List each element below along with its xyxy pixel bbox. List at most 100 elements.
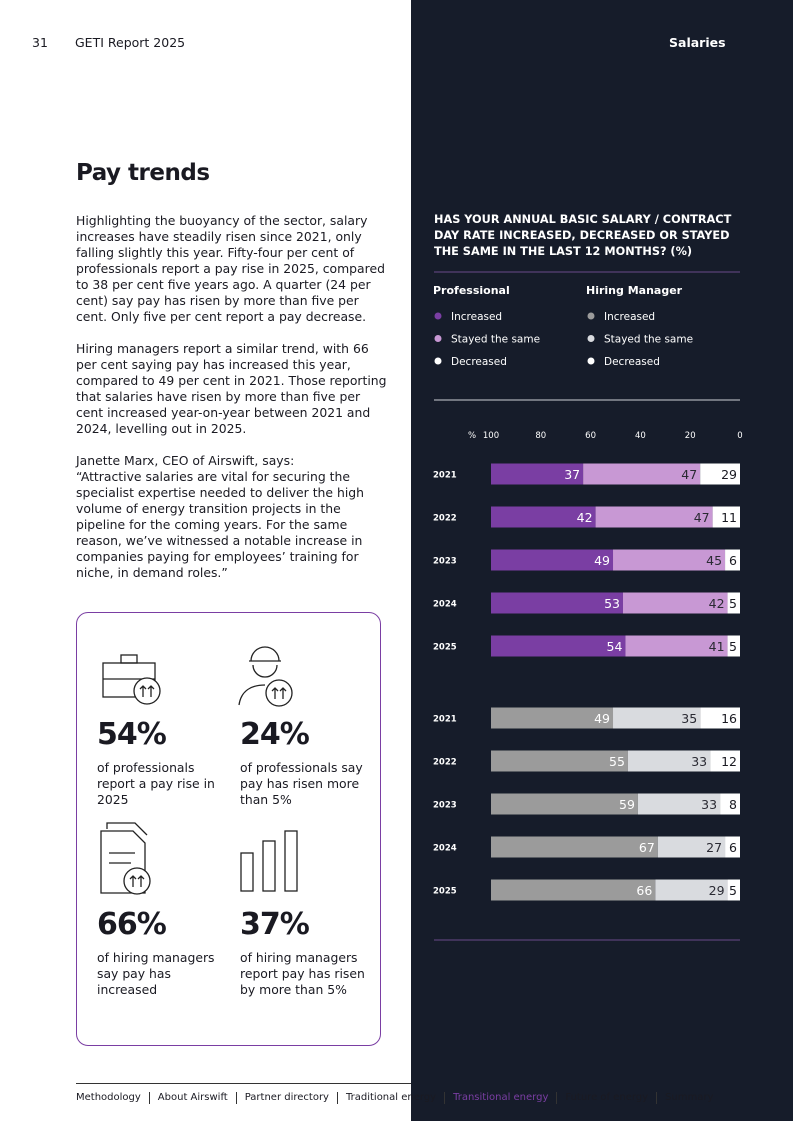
legend-dot: [434, 357, 442, 365]
y-tick-label: 2024: [433, 844, 457, 854]
legend-dot: [434, 335, 442, 342]
quote: “Attractive salaries are vital for secur…: [76, 469, 364, 580]
nav-link[interactable]: Traditional energy: [336, 1092, 444, 1104]
bar-segment: [613, 707, 701, 729]
nav-link[interactable]: Summary: [656, 1092, 721, 1104]
value-label: 45: [706, 553, 722, 568]
value-label: 42: [709, 596, 725, 611]
legend-dot: [587, 312, 595, 320]
legend-label: Increased: [604, 311, 655, 323]
bar-segment: [491, 592, 623, 614]
chart: HAS YOUR ANNUAL BASIC SALARY / CONTRACT …: [433, 213, 743, 941]
x-tick-label: 40: [635, 431, 646, 441]
nav-link[interactable]: Future of energy: [556, 1092, 656, 1104]
legend-title: Hiring Manager: [586, 284, 683, 297]
legend-label: Decreased: [604, 356, 660, 368]
value-label: 47: [694, 510, 710, 525]
legend-dot: [587, 335, 595, 342]
value-label: 54: [607, 639, 623, 654]
legend-dot: [587, 357, 595, 365]
stat-text: of professionals say pay has risen more …: [240, 760, 363, 807]
legend-label: Increased: [451, 311, 502, 323]
x-tick-label: 0: [737, 431, 742, 441]
legend-label: Stayed the same: [451, 334, 540, 346]
value-label: 41: [709, 639, 725, 654]
section-name: Salaries: [669, 35, 726, 50]
bar-segment: [657, 836, 726, 858]
value-label: 11: [721, 510, 737, 525]
x-tick-label: 80: [535, 431, 546, 441]
page-title: Pay trends: [76, 160, 210, 186]
value-label: 33: [701, 797, 717, 812]
x-axis-label: %: [468, 431, 476, 441]
legend-title: Professional: [433, 284, 510, 297]
stat: 24% of professionals say pay has risen mo…: [240, 717, 370, 808]
legend-label: Stayed the same: [604, 334, 693, 346]
stat-value: 54%: [97, 717, 167, 752]
bar-segment: [491, 793, 638, 815]
x-tick-label: 20: [685, 431, 696, 441]
bar-segment: [625, 635, 728, 657]
bar-segment: [710, 750, 740, 772]
value-label: 55: [609, 754, 625, 769]
bar-segment: [491, 707, 614, 729]
value-label: 33: [691, 754, 707, 769]
value-label: 67: [639, 840, 655, 855]
bar-segment: [491, 635, 626, 657]
value-label: 6: [729, 553, 737, 568]
nav-link[interactable]: Methodology: [76, 1092, 141, 1103]
value-label: 47: [681, 467, 697, 482]
value-label: 27: [706, 840, 722, 855]
y-tick-label: 2023: [433, 801, 457, 811]
y-tick-label: 2022: [433, 758, 457, 768]
y-tick-label: 2024: [433, 600, 457, 610]
value-label: 5: [729, 639, 737, 654]
bar-segment: [712, 506, 740, 528]
bar-segment: [491, 750, 628, 772]
y-tick-label: 2025: [433, 643, 457, 653]
bar-segment: [491, 879, 656, 901]
nav-link[interactable]: Partner directory: [235, 1092, 337, 1104]
value-label: 49: [594, 553, 610, 568]
bar-segment: [727, 592, 740, 614]
stat: 66% of hiring managers say pay has increa…: [97, 907, 227, 998]
paragraph: Highlighting the buoyancy of the sector,…: [76, 213, 385, 324]
legend-dot: [434, 312, 442, 320]
bar-segment: [655, 879, 728, 901]
page-number: 31: [32, 35, 48, 50]
document-icon: [100, 822, 151, 895]
bar-segment: [491, 549, 614, 571]
value-label: 49: [594, 711, 610, 726]
value-label: 29: [721, 467, 737, 482]
bar-segment: [491, 506, 596, 528]
value-label: 5: [729, 883, 737, 898]
bar-segment: [720, 793, 740, 815]
bar-segment: [583, 463, 701, 485]
stat-text: of professionals report a pay rise in 20…: [97, 760, 215, 807]
briefcase-icon: [102, 654, 161, 705]
stats-box: 54% of professionals report a pay rise in…: [76, 612, 381, 1046]
bar-segment: [613, 549, 726, 571]
value-label: 37: [564, 467, 580, 482]
x-tick-label: 100: [483, 431, 499, 441]
bar-segment: [700, 463, 740, 485]
bar-segment: [727, 635, 740, 657]
bar-segment: [727, 879, 740, 901]
bar-segment: [491, 836, 658, 858]
bar-segment: [725, 549, 740, 571]
bar-segment: [725, 836, 740, 858]
value-label: 5: [729, 596, 737, 611]
chart-title: HAS YOUR ANNUAL BASIC SALARY / CONTRACT …: [434, 213, 732, 258]
nav-link[interactable]: About Airswift: [148, 1092, 236, 1104]
bar-segment: [700, 707, 740, 729]
value-label: 42: [577, 510, 593, 525]
footer-rule: [76, 1083, 411, 1084]
nav-link[interactable]: Transitional energy: [444, 1092, 556, 1104]
stat-icons: [100, 646, 298, 895]
bars-icon: [240, 830, 298, 892]
paragraph: Janette Marx, CEO of Airswift, says:: [76, 453, 295, 468]
y-tick-label: 2022: [433, 514, 457, 524]
value-label: 8: [729, 797, 737, 812]
value-label: 35: [681, 711, 697, 726]
